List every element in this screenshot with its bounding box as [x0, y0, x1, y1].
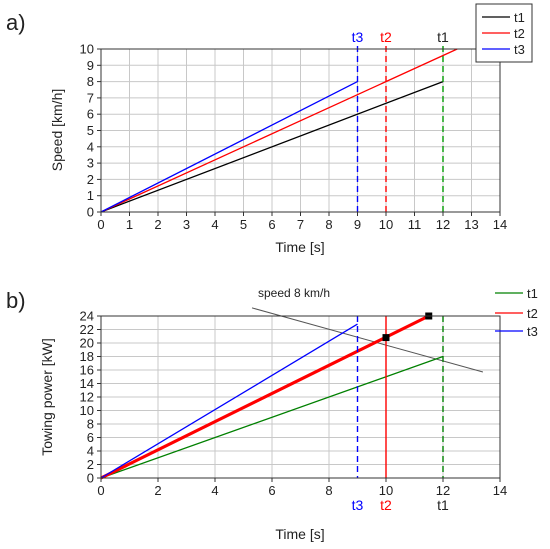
- square-marker: [382, 334, 390, 342]
- x-tick-label: 13: [464, 217, 478, 232]
- marker-label-t3: t3: [352, 29, 364, 45]
- y-tick-label: 8: [87, 74, 94, 89]
- y-tick-label: 9: [87, 58, 94, 73]
- legend-label-t1: t1: [514, 10, 525, 25]
- x-tick-label: 0: [97, 217, 104, 232]
- x-tick-label: 8: [325, 217, 332, 232]
- legend-label-t3: t3: [514, 42, 525, 57]
- x-tick-label: 12: [436, 217, 450, 232]
- y-tick-label: 1: [87, 188, 94, 203]
- series-line-t3: [100, 81, 358, 213]
- legend-label-t2: t2: [527, 306, 538, 321]
- y-tick-label: 4: [87, 139, 94, 154]
- marker-label-t1: t1: [437, 497, 449, 513]
- panel-a-x-tick-labels: 0 1 2 3 4 5 6 7 8 9 10 11 12 13 14: [97, 217, 507, 232]
- y-tick-label: 20: [80, 336, 94, 351]
- x-tick-label: 7: [297, 217, 304, 232]
- panel-a-plot-frame: [100, 48, 501, 213]
- marker-label-t3: t3: [352, 497, 364, 513]
- x-tick-label: 3: [183, 217, 190, 232]
- legend-label-t3: t3: [527, 324, 538, 339]
- panel-b-legend: t1 t2 t3: [495, 286, 538, 339]
- legend-label-t1: t1: [527, 286, 538, 301]
- panel-a-x-axis-label: Time [s]: [275, 239, 324, 255]
- y-tick-label: 24: [80, 309, 94, 324]
- panel-b-markers: t3 t2 t1: [352, 316, 449, 513]
- series-line-t2: [100, 314, 430, 480]
- y-tick-label: 4: [87, 444, 94, 459]
- panel-a-markers: t3 t2 t1: [352, 29, 449, 212]
- x-tick-label: 10: [379, 483, 393, 498]
- panel-b-y-axis-label: Towing power [kW]: [39, 338, 55, 455]
- y-tick-label: 7: [87, 90, 94, 105]
- panel-a-y-axis-label: Speed [km/h]: [49, 89, 65, 172]
- panel-a-legend: t1 t2 t3: [475, 3, 533, 63]
- panel-b-grid: [97, 315, 501, 482]
- y-tick-label: 10: [80, 42, 94, 57]
- panel-a-series: [100, 48, 458, 213]
- x-tick-label: 14: [493, 217, 507, 232]
- speed-annotation-label: speed 8 km/h: [258, 286, 330, 300]
- marker-label-t2: t2: [380, 497, 392, 513]
- series-line-t2: [100, 48, 458, 213]
- series-line-t3: [100, 323, 358, 479]
- y-tick-label: 6: [87, 107, 94, 122]
- panel-b-x-tick-labels: 0 2 4 6 8 10 12 14: [97, 483, 507, 498]
- panel-b-annotation: speed 8 km/h: [251, 286, 484, 373]
- y-tick-label: 16: [80, 363, 94, 378]
- y-tick-label: 10: [80, 403, 94, 418]
- series-line-t1: [100, 80, 444, 213]
- x-tick-label: 9: [354, 217, 361, 232]
- marker-label-t1: t1: [437, 29, 449, 45]
- panel-a-label: a): [6, 10, 26, 35]
- panel-b-label: b): [6, 288, 26, 313]
- panel-b-x-axis-label: Time [s]: [275, 526, 324, 542]
- x-tick-label: 2: [154, 217, 161, 232]
- x-tick-label: 10: [379, 217, 393, 232]
- y-tick-label: 0: [87, 205, 94, 220]
- y-tick-label: 3: [87, 156, 94, 171]
- y-tick-label: 0: [87, 471, 94, 486]
- x-tick-label: 6: [268, 217, 275, 232]
- legend-label-t2: t2: [514, 26, 525, 41]
- x-tick-label: 0: [97, 483, 104, 498]
- x-tick-label: 8: [325, 483, 332, 498]
- x-tick-label: 2: [154, 483, 161, 498]
- x-tick-label: 14: [493, 483, 507, 498]
- y-tick-label: 5: [87, 123, 94, 138]
- x-tick-label: 11: [408, 217, 422, 232]
- panel-a: a) t3 t2 t1 0 1 2 3 4 5 6 7 8 9 10 11 12 13 14 012345678…: [6, 3, 533, 255]
- y-tick-label: 8: [87, 417, 94, 432]
- y-tick-label: 2: [87, 172, 94, 187]
- y-tick-label: 14: [80, 376, 94, 391]
- y-tick-label: 22: [80, 322, 94, 337]
- x-tick-label: 6: [268, 483, 275, 498]
- x-tick-label: 4: [211, 483, 218, 498]
- y-tick-label: 6: [87, 430, 94, 445]
- y-tick-label: 12: [80, 390, 94, 405]
- y-tick-label: 18: [80, 349, 94, 364]
- panel-b-plot-frame: [100, 315, 501, 479]
- speed-line: [251, 307, 484, 373]
- x-tick-label: 1: [126, 217, 133, 232]
- x-tick-label: 4: [211, 217, 218, 232]
- x-tick-label: 5: [240, 217, 247, 232]
- marker-label-t2: t2: [380, 29, 392, 45]
- panel-b: b) speed 8 km/h t3 t2 t1 0 2 4 6 8 10 12 14 02468…: [6, 286, 538, 542]
- y-tick-label: 2: [87, 457, 94, 472]
- x-tick-label: 12: [436, 483, 450, 498]
